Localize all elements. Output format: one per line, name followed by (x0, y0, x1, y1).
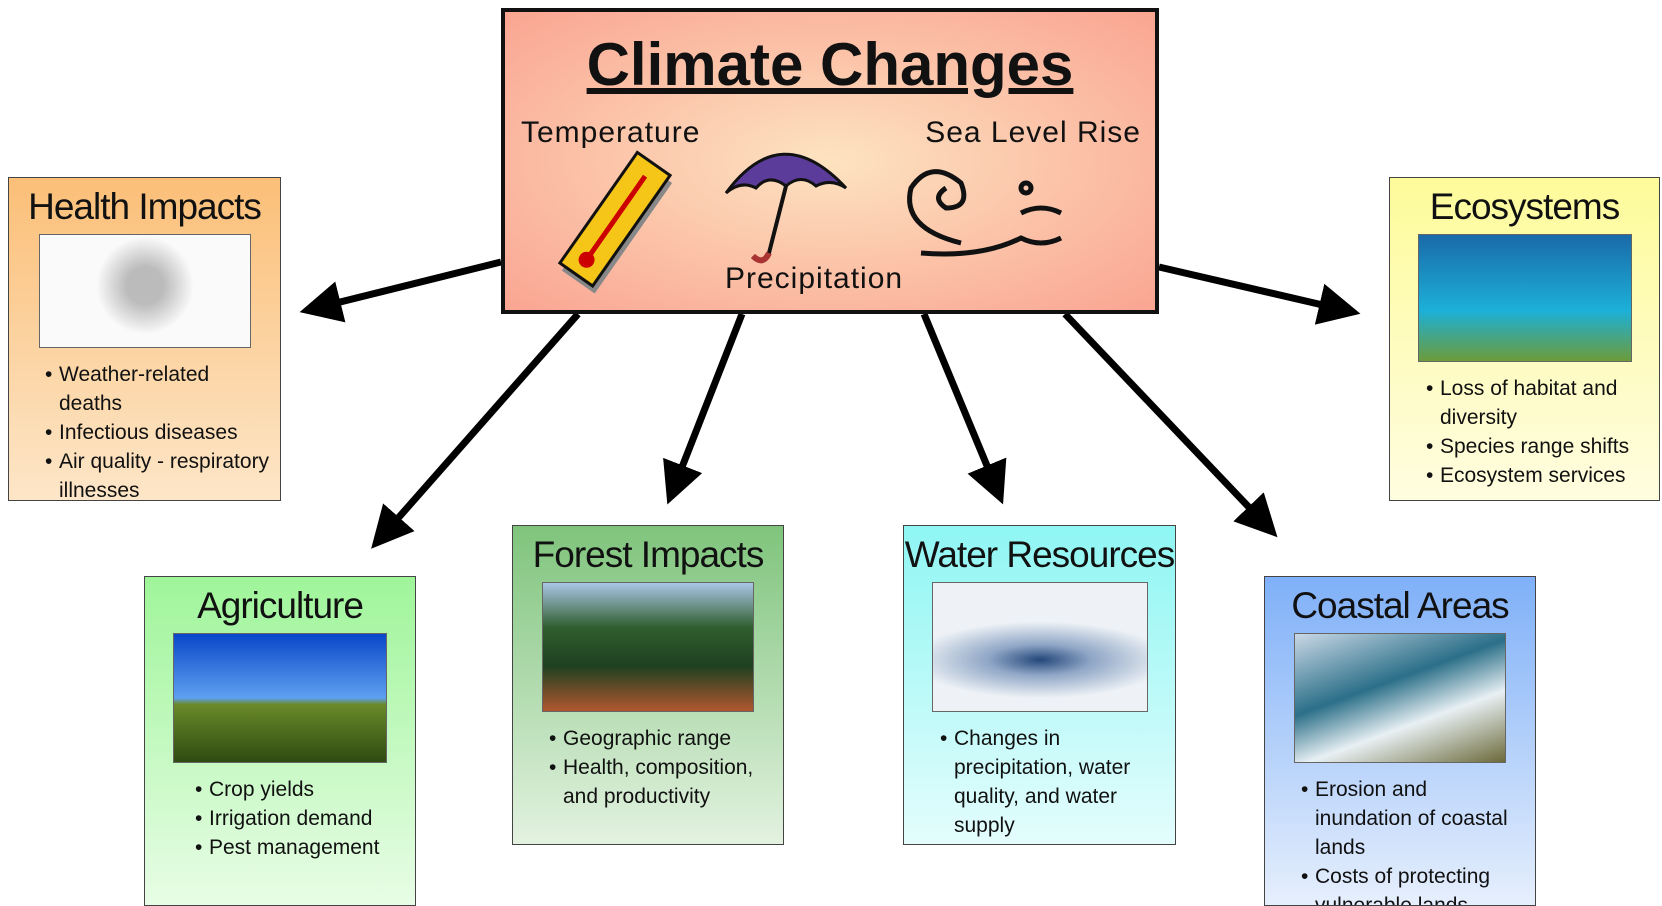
thermometer (557, 152, 675, 293)
page: Climate Changes Temperature Sea Level Ri… (0, 0, 1662, 893)
bullet: Loss of habitat and diversity (1412, 374, 1649, 432)
arrow (1065, 314, 1263, 522)
bullet: Changes in precipitation, water quality,… (926, 724, 1165, 840)
impact-box: Health Impacts Weather-related deathsInf… (8, 177, 281, 501)
icons (501, 8, 1159, 314)
impact-box: Ecosystems Loss of habitat and diversity… (1389, 177, 1660, 501)
box-title: Coastal Areas (1265, 585, 1535, 627)
bullet: Health, composition, and productivity (535, 753, 773, 811)
box-title: Agriculture (145, 585, 415, 627)
box-title: Forest Impacts (513, 534, 783, 576)
bullet: Ecosystem services (1412, 461, 1649, 490)
image (1294, 633, 1506, 763)
bullet: Costs of protecting vulnerable lands (1287, 862, 1525, 906)
box-title: Water Resources (904, 534, 1175, 576)
bullet: Pest management (181, 833, 405, 862)
umbrella (726, 154, 846, 260)
image (173, 633, 387, 763)
impact-box: Coastal Areas Erosion and inundation of … (1264, 576, 1536, 906)
image (932, 582, 1148, 712)
bullet: Air quality - respiratory illnesses (31, 447, 270, 501)
box-title: Health Impacts (9, 186, 280, 228)
image (1418, 234, 1632, 362)
impact-box: Water Resources Changes in precipitation… (903, 525, 1176, 845)
bullet: Weather-related deaths (31, 360, 270, 418)
box-title: Ecosystems (1390, 186, 1659, 228)
arrow (924, 314, 995, 485)
arrow (320, 262, 501, 307)
bullet: Irrigation demand (181, 804, 405, 833)
image (39, 234, 251, 348)
center-box: Climate Changes Temperature Sea Level Ri… (501, 8, 1159, 314)
arrow (675, 314, 742, 485)
impact-box: Forest Impacts Geographic rangeHealth, c… (512, 525, 784, 845)
arrow (1159, 267, 1340, 309)
bullet: Infectious diseases (31, 418, 270, 447)
image (542, 582, 754, 712)
bullet: Species range shifts (1412, 432, 1649, 461)
impact-box: Agriculture Crop yieldsIrrigation demand… (144, 576, 416, 906)
wave (910, 172, 1061, 254)
bullet: Geographic range (535, 724, 773, 753)
bullet: Crop yields (181, 775, 405, 804)
arrow (385, 314, 578, 533)
bullet: Erosion and inundation of coastal lands (1287, 775, 1525, 862)
